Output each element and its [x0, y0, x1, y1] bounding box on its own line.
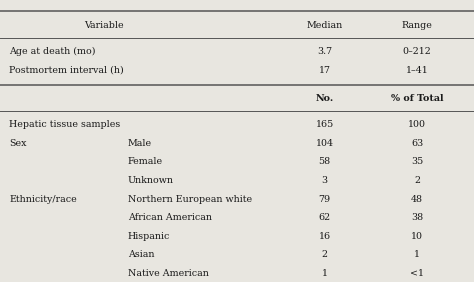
Text: African American: African American — [128, 213, 212, 222]
Text: 62: 62 — [319, 213, 331, 222]
Text: 3: 3 — [322, 176, 328, 185]
Text: 1: 1 — [322, 269, 328, 278]
Text: 58: 58 — [319, 157, 331, 166]
Text: Sex: Sex — [9, 139, 27, 148]
Text: 104: 104 — [316, 139, 334, 148]
Text: 2: 2 — [322, 250, 328, 259]
Text: 35: 35 — [411, 157, 423, 166]
Text: Native American: Native American — [128, 269, 209, 278]
Text: 165: 165 — [316, 120, 334, 129]
Text: 1–41: 1–41 — [406, 66, 428, 75]
Text: 10: 10 — [411, 232, 423, 241]
Text: 17: 17 — [319, 66, 331, 75]
Text: Age at death (mo): Age at death (mo) — [9, 47, 96, 56]
Text: Median: Median — [307, 21, 343, 30]
Text: 1: 1 — [414, 250, 420, 259]
Text: Range: Range — [401, 21, 433, 30]
Text: 38: 38 — [411, 213, 423, 222]
Text: 16: 16 — [319, 232, 331, 241]
Text: 0–212: 0–212 — [403, 47, 431, 56]
Text: % of Total: % of Total — [391, 94, 444, 103]
Text: Unknown: Unknown — [128, 176, 174, 185]
Text: Female: Female — [128, 157, 163, 166]
Text: 100: 100 — [408, 120, 426, 129]
Text: Asian: Asian — [128, 250, 155, 259]
Text: No.: No. — [316, 94, 334, 103]
Text: Ethnicity/race: Ethnicity/race — [9, 195, 77, 204]
Text: 2: 2 — [414, 176, 420, 185]
Text: 48: 48 — [411, 195, 423, 204]
Text: Northern European white: Northern European white — [128, 195, 252, 204]
Text: Male: Male — [128, 139, 152, 148]
Text: 79: 79 — [319, 195, 331, 204]
Text: Variable: Variable — [84, 21, 124, 30]
Text: Hepatic tissue samples: Hepatic tissue samples — [9, 120, 121, 129]
Text: 3.7: 3.7 — [317, 47, 332, 56]
Text: <1: <1 — [410, 269, 424, 278]
Text: Hispanic: Hispanic — [128, 232, 170, 241]
Text: 63: 63 — [411, 139, 423, 148]
Text: Postmortem interval (h): Postmortem interval (h) — [9, 66, 124, 75]
